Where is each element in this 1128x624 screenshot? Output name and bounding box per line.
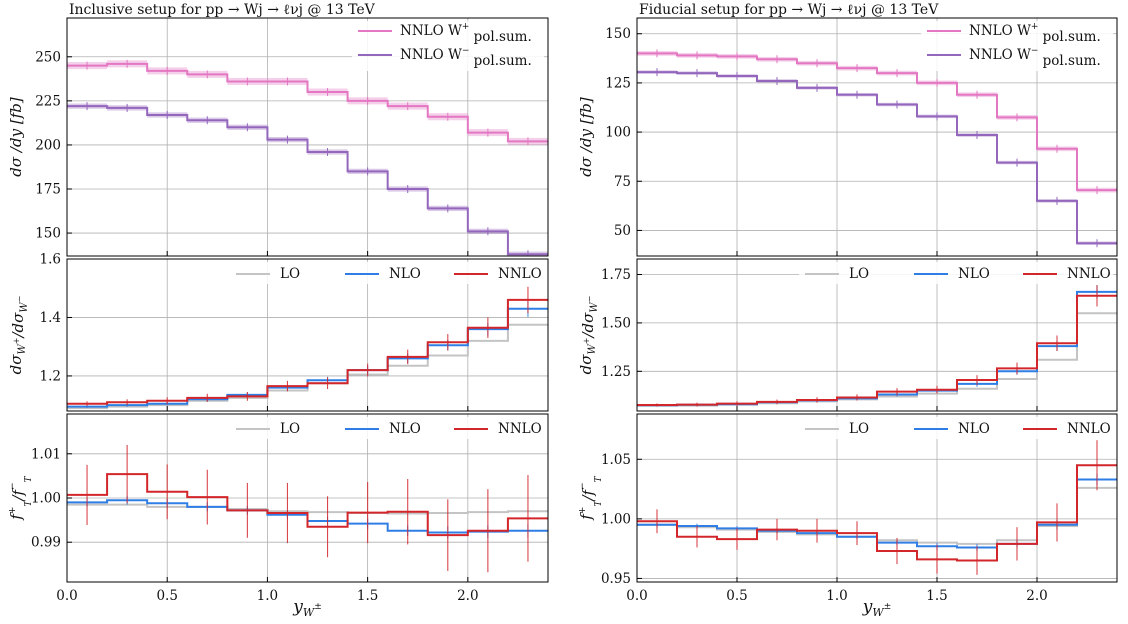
y-tick-label: 75 <box>614 174 631 190</box>
y-tick-label: 175 <box>35 182 61 198</box>
plot-area <box>637 285 1117 407</box>
legend-label: NNLO W+ pol.sum. <box>400 22 532 45</box>
legend-label: NNLO W+ pol.sum. <box>969 22 1101 45</box>
legend-label: NLO <box>958 266 990 282</box>
legend-background <box>799 417 1113 439</box>
y-tick-label: 1.01 <box>31 446 61 462</box>
legend: LO NLO NNLO <box>230 417 544 439</box>
legend-label: LO <box>280 421 300 437</box>
y-tick-label: 150 <box>605 26 631 42</box>
step-line-lo <box>67 323 548 410</box>
legend-label: LO <box>849 266 869 282</box>
legend-label: NLO <box>389 421 421 437</box>
x-tick-label: 1.0 <box>257 588 278 604</box>
panel-frame <box>66 258 549 412</box>
step-line-wminus <box>637 71 1117 245</box>
y-tick-label: 1.05 <box>601 452 631 468</box>
step-line-nnlo <box>637 294 1117 406</box>
legend-label: NNLO <box>1067 421 1111 437</box>
y-tick-label: 1.00 <box>31 491 61 507</box>
legend: NNLO W+ pol.sum.NNLO W− pol.sum. <box>352 21 544 71</box>
panel-1-0: 50 75 100 125 150 dσ /dy [fb] NNLO W+ pol.sum.… <box>577 17 1118 257</box>
x-tick-label: 1.5 <box>357 588 378 604</box>
y-tick-label: 100 <box>605 125 631 141</box>
x-tick-label: 0.5 <box>156 588 177 604</box>
legend-background <box>921 21 1113 71</box>
y-tick-label: 50 <box>614 223 631 239</box>
y-tick-label: 1.4 <box>40 310 61 326</box>
plot-area <box>637 440 1117 575</box>
legend: LO NLO NNLO <box>799 417 1113 439</box>
x-axis-label: yW± <box>292 597 321 619</box>
y-tick-label: 150 <box>35 226 61 242</box>
plot-area <box>67 59 548 256</box>
step-line-wminus <box>67 105 548 256</box>
legend-background <box>799 262 1113 284</box>
x-tick-label: 0.0 <box>56 588 77 604</box>
y-tick-label: 0.95 <box>601 571 631 587</box>
legend-background <box>230 417 544 439</box>
step-line-nnlo <box>637 464 1117 562</box>
legend-label: NNLO W− pol.sum. <box>400 46 532 69</box>
panel-frame <box>66 17 549 257</box>
x-axis-label: yW± <box>862 597 891 619</box>
y-axis-label: dσW+/dσW− <box>577 296 600 375</box>
chart-title: Fiducial setup for pp → Wj → ℓνj @ 13 Te… <box>639 2 939 18</box>
panel-frame <box>636 17 1118 257</box>
x-tick-label: 1.0 <box>826 588 847 604</box>
step-line-nlo <box>637 290 1117 407</box>
step-line-nnlo <box>67 298 548 405</box>
legend-label: NNLO <box>498 266 542 282</box>
y-tick-label: 1.50 <box>601 315 631 331</box>
chart-title: Inclusive setup for pp → Wj → ℓνj @ 13 T… <box>69 2 376 18</box>
y-tick-label: 250 <box>35 49 61 65</box>
y-axis-label: dσ /dy [fb] <box>577 97 595 177</box>
step-line-wplus <box>637 52 1117 192</box>
y-tick-label: 1.6 <box>40 252 61 268</box>
legend-background <box>230 262 544 284</box>
y-tick-label: 1.2 <box>40 368 61 384</box>
step-line-nlo <box>67 307 548 408</box>
legend-label: LO <box>280 266 300 282</box>
y-tick-label: 125 <box>605 75 631 91</box>
x-tick-label: 1.5 <box>926 588 947 604</box>
legend: LO NLO NNLO <box>230 262 544 284</box>
panel-0-1: 1.2 1.4 1.6 dσW+/dσW− LO NLO NNLO <box>7 252 549 412</box>
panel-1-2: 0.95 1.00 1.05 f+T/f−T LO NLO NNLO <box>577 413 1118 587</box>
legend-label: NNLO <box>498 421 542 437</box>
panel-frame <box>636 258 1118 412</box>
x-tick-label: 2.0 <box>457 588 478 604</box>
x-tick-label: 2.0 <box>1026 588 1047 604</box>
panel-frame <box>636 413 1118 583</box>
y-tick-label: 0.99 <box>31 535 61 551</box>
legend-label: NLO <box>958 421 990 437</box>
plot-area <box>67 444 548 573</box>
legend-label: NNLO W− pol.sum. <box>969 46 1101 69</box>
plot-area <box>67 286 548 410</box>
legend-background <box>352 21 544 71</box>
y-tick-label: 1.25 <box>601 364 631 380</box>
panel-0-2: 0.99 1.00 1.01 f+T/f−T LO NLO NNLO <box>7 413 549 583</box>
plot-area <box>637 49 1117 248</box>
y-axis-label: f+T/f−T <box>7 475 34 520</box>
panel-0-0: 150 175 200 225 250 dσ /dy [fb] NNLO W+ pol.su… <box>7 17 549 257</box>
step-line-nnlo <box>67 473 548 537</box>
y-tick-label: 225 <box>35 93 61 109</box>
legend-label: NLO <box>389 266 421 282</box>
y-tick-label: 200 <box>35 137 61 153</box>
legend: NNLO W+ pol.sum.NNLO W− pol.sum. <box>921 21 1113 71</box>
y-axis-label: f+T/f−T <box>577 475 604 520</box>
y-tick-label: 1.75 <box>601 267 631 283</box>
y-axis-label: dσW+/dσW− <box>7 296 30 375</box>
step-line-wplus <box>67 62 548 143</box>
y-tick-label: 1.00 <box>601 511 631 527</box>
legend-label: LO <box>849 421 869 437</box>
x-tick-label: 0.0 <box>626 588 647 604</box>
y-axis-label: dσ /dy [fb] <box>7 97 25 177</box>
legend: LO NLO NNLO <box>799 262 1113 284</box>
legend-label: NNLO <box>1067 266 1111 282</box>
x-tick-label: 0.5 <box>726 588 747 604</box>
